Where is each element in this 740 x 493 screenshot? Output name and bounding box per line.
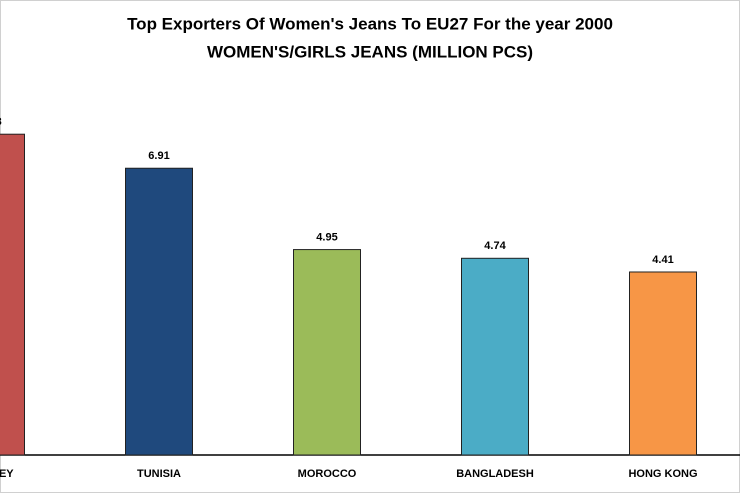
bar <box>461 257 529 456</box>
value-label: 6.91 <box>148 150 169 162</box>
value-label: 7.73 <box>0 116 2 128</box>
bar <box>629 271 697 456</box>
x-tick-label: BANGLADESH <box>456 468 534 480</box>
chart-title: Top Exporters Of Women's Jeans To EU27 F… <box>127 14 613 33</box>
value-label: 4.74 <box>484 240 506 252</box>
chart-subtitle: WOMEN'S/GIRLS JEANS (MILLION PCS) <box>207 42 533 61</box>
value-label: 4.41 <box>652 254 673 266</box>
bar <box>125 167 193 456</box>
x-tick-label: TUNISIA <box>137 468 181 480</box>
x-tick-label: MOROCCO <box>298 468 357 480</box>
bar <box>293 249 361 456</box>
bar <box>0 133 25 456</box>
x-tick-label: TURKEY <box>0 468 14 480</box>
x-tick-label: HONG KONG <box>628 468 697 480</box>
value-label: 4.95 <box>316 231 337 243</box>
